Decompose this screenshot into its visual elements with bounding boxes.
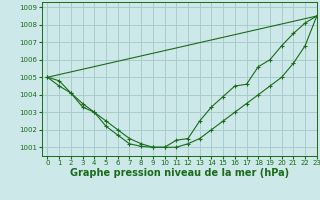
X-axis label: Graphe pression niveau de la mer (hPa): Graphe pression niveau de la mer (hPa)	[70, 168, 289, 178]
